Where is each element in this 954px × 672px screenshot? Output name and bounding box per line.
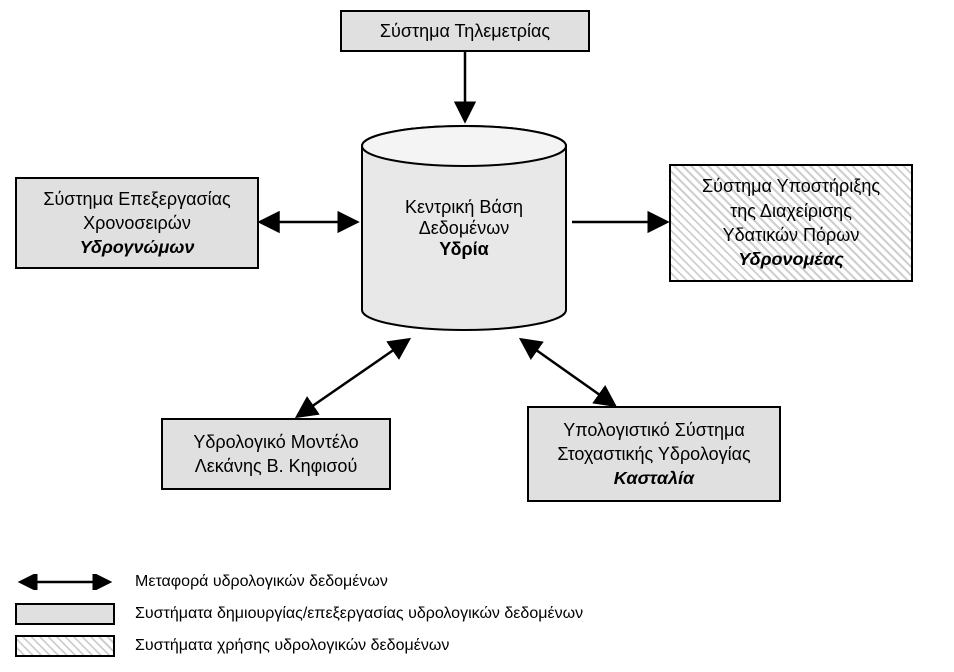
node-product-name: Υδρονομέας [738,247,843,271]
node-label: Υδρολογικό Μοντέλο [193,430,358,454]
timeseries-processing-node: Σύστημα Επεξεργασίας Χρονοσειρών Υδρογνώ… [15,177,259,269]
node-label: της Διαχείρισης [730,199,852,223]
legend-solid-swatch [15,603,115,625]
node-label: Κεντρική Βάση [405,197,523,218]
node-label: Χρονοσειρών [83,211,191,235]
central-database-node: Κεντρική Βάση Δεδομένων Υδρία [362,126,566,330]
legend-row-arrow: Μεταφορά υδρολογικών δεδομένων [15,571,583,593]
stochastic-hydrology-node: Υπολογιστικό Σύστημα Στοχαστικής Υδρολογ… [527,406,781,502]
node-label: Σύστημα Επεξεργασίας [43,187,230,211]
legend-label: Συστήματα χρήσης υδρολογικών δεδομένων [135,637,449,655]
node-label: Υδατικών Πόρων [723,223,860,247]
water-resources-management-node: Σύστημα Υποστήριξης της Διαχείρισης Υδατ… [669,164,913,282]
hydrological-model-node: Υδρολογικό Μοντέλο Λεκάνης Β. Κηφισού [161,418,391,490]
telemetry-system-node: Σύστημα Τηλεμετρίας [340,10,590,52]
legend-label: Συστήματα δημιουργίας/επεξεργασίας υδρολ… [135,605,583,623]
legend-label: Μεταφορά υδρολογικών δεδομένων [135,573,388,591]
node-label: Υπολογιστικό Σύστημα [563,418,745,442]
legend-row-hatched: Συστήματα χρήσης υδρολογικών δεδομένων [15,635,583,657]
legend: Μεταφορά υδρολογικών δεδομένων Συστήματα… [15,571,583,657]
node-product-name: Υδρογνώμων [80,235,195,259]
node-label: Σύστημα Υποστήριξης [702,174,880,198]
node-label: Λεκάνης Β. Κηφισού [195,454,358,478]
node-label: Σύστημα Τηλεμετρίας [380,19,550,43]
node-product-name: Κασταλία [614,466,694,490]
legend-hatched-swatch [15,635,115,657]
legend-row-solid: Συστήματα δημιουργίας/επεξεργασίας υδρολ… [15,603,583,625]
node-label: Στοχαστικής Υδρολογίας [557,442,750,466]
legend-arrow-icon [15,571,115,593]
node-label: Δεδομένων [419,218,510,239]
node-product-name: Υδρία [439,239,488,260]
